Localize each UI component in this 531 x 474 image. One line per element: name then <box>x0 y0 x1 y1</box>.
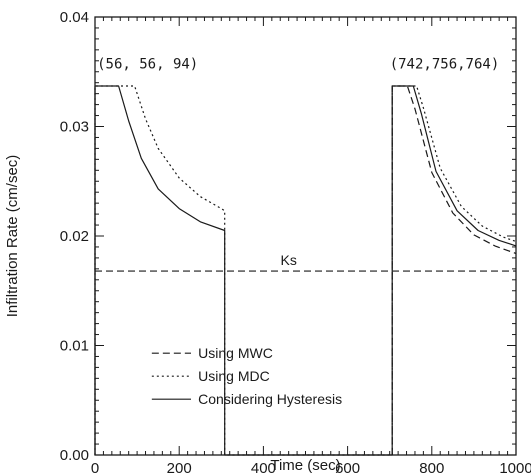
plot-marks <box>94 16 517 456</box>
ks-label: Ks <box>280 252 296 268</box>
y-tick-label: 0.04 <box>60 9 89 26</box>
legend-label: Using MDC <box>198 368 270 384</box>
x-tick-label: 1000 <box>499 460 531 474</box>
y-axis-title: Infiltration Rate (cm/sec) <box>4 155 21 318</box>
y-tick-label: 0.01 <box>60 338 89 355</box>
point-annotation: (56, 56, 94) <box>97 56 198 72</box>
legend-label: Considering Hysteresis <box>198 391 342 407</box>
x-axis-title: Time (sec) <box>270 457 340 474</box>
point-annotation: (742,756,764) <box>390 56 500 72</box>
x-tick-label: 800 <box>419 460 444 474</box>
legend-label: Using MWC <box>198 345 273 361</box>
x-tick-label: 200 <box>167 460 192 474</box>
y-tick-label: 0.03 <box>60 119 89 136</box>
plot-frame <box>94 16 517 456</box>
y-tick-label: 0.02 <box>60 228 89 245</box>
x-tick-label: 400 <box>251 460 276 474</box>
x-tick-label: 0 <box>91 460 99 474</box>
chart-labels: 0 200 400 600 800 1000 0.00 0.01 0.02 0.03 0.04 Tim… <box>4 9 531 474</box>
y-tick-label: 0.00 <box>60 447 89 464</box>
x-tick-label: 600 <box>335 460 360 474</box>
